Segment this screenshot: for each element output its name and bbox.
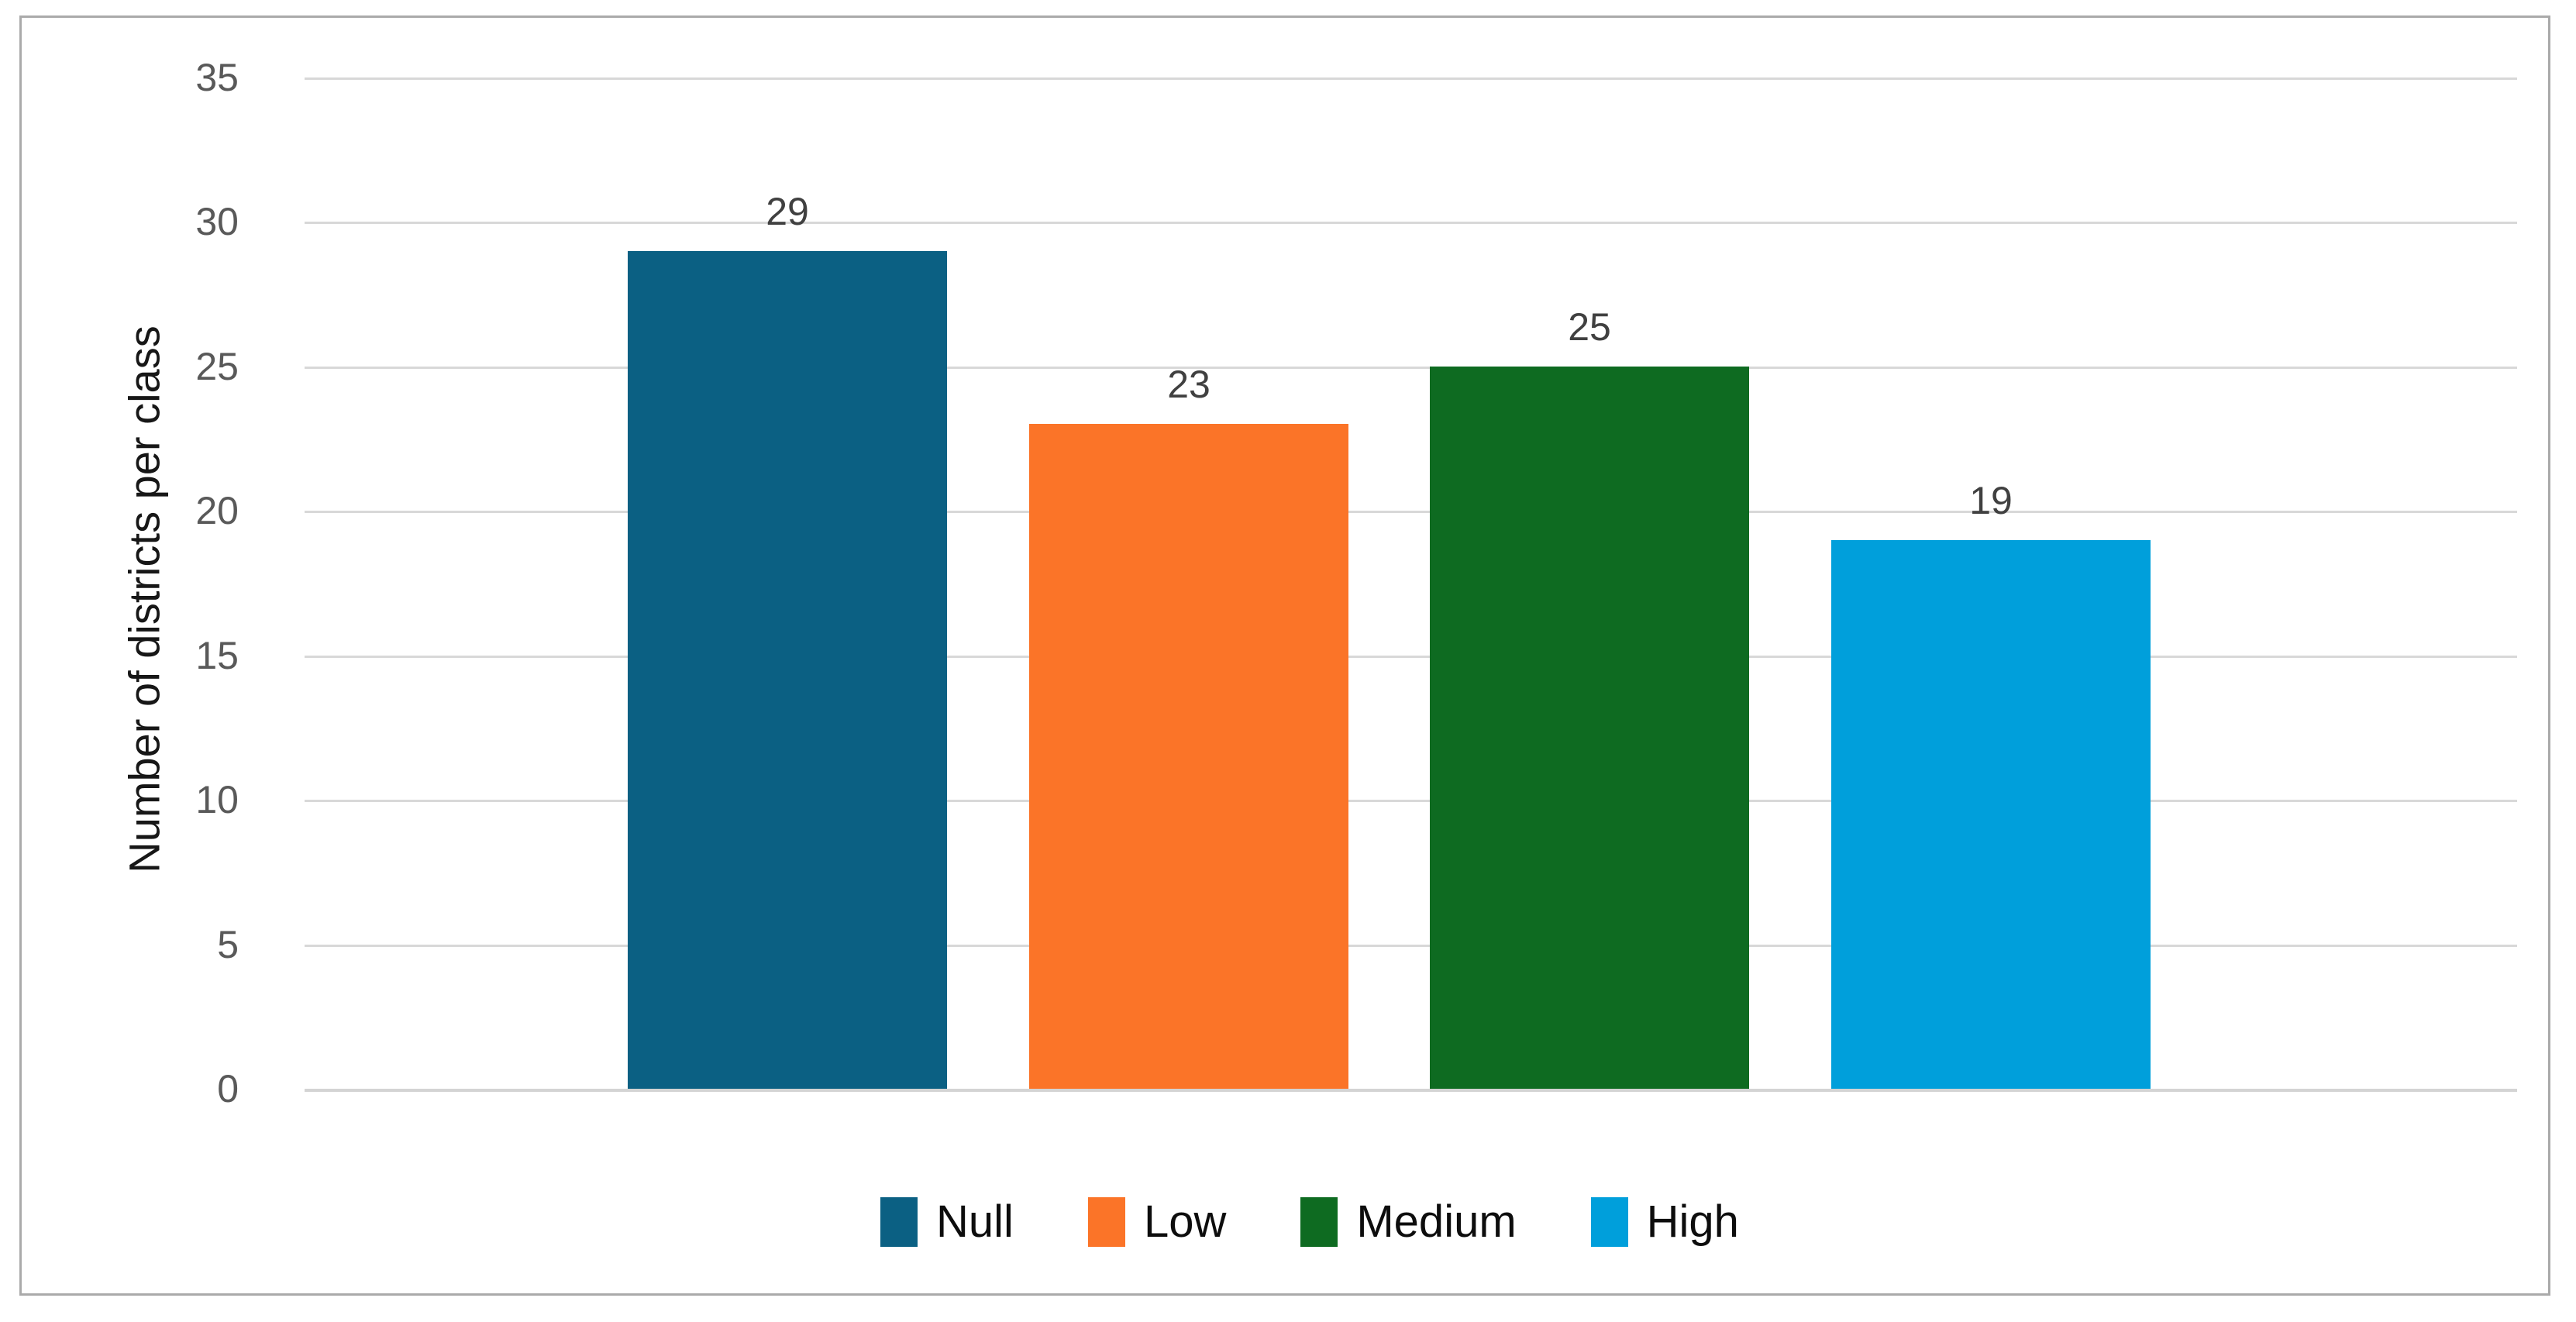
- legend: Null Low Medium High: [22, 1197, 2576, 1247]
- bar-null: [628, 250, 947, 1089]
- legend-swatch-high: [1590, 1197, 1628, 1247]
- y-tick-label-10: 10: [195, 778, 239, 822]
- gridline-25: [305, 366, 2517, 369]
- y-tick-label-0: 0: [217, 1067, 239, 1110]
- legend-swatch-low: [1087, 1197, 1125, 1247]
- bar-medium: [1430, 366, 1749, 1089]
- gridline-0: [305, 1089, 2517, 1092]
- legend-label-high: High: [1646, 1196, 1739, 1247]
- chart-frame: 0 5 10 15 20 25 30 35 29 23 25 19 Number of distri…: [19, 15, 2550, 1296]
- data-label-null: 29: [766, 189, 809, 233]
- data-label-high: 19: [1969, 478, 2013, 522]
- legend-item-null: Null: [880, 1197, 1014, 1247]
- y-tick-label-35: 35: [195, 56, 239, 99]
- gridline-35: [305, 77, 2517, 80]
- data-label-medium: 25: [1568, 305, 1611, 349]
- bar-high: [1831, 539, 2151, 1089]
- data-label-low: 23: [1167, 363, 1211, 407]
- y-tick-label-30: 30: [195, 200, 239, 244]
- y-tick-label-15: 15: [195, 633, 239, 677]
- gridline-5: [305, 944, 2517, 947]
- gridline-10: [305, 800, 2517, 803]
- legend-item-low: Low: [1087, 1196, 1227, 1247]
- legend-label-low: Low: [1143, 1196, 1227, 1247]
- legend-item-high: High: [1590, 1196, 1739, 1247]
- y-axis-title-text: Number of districts per class: [119, 325, 169, 873]
- legend-label-medium: Medium: [1356, 1196, 1517, 1247]
- gridline-20: [305, 511, 2517, 514]
- bar-low: [1029, 424, 1348, 1089]
- y-tick-label-20: 20: [195, 489, 239, 533]
- legend-item-medium: Medium: [1300, 1196, 1517, 1247]
- legend-swatch-null: [880, 1197, 918, 1247]
- legend-swatch-medium: [1300, 1197, 1338, 1247]
- gridline-15: [305, 655, 2517, 658]
- gridline-30: [305, 222, 2517, 225]
- y-tick-label-5: 5: [217, 922, 239, 966]
- y-tick-label-25: 25: [195, 344, 239, 388]
- legend-label-null: Null: [936, 1196, 1014, 1247]
